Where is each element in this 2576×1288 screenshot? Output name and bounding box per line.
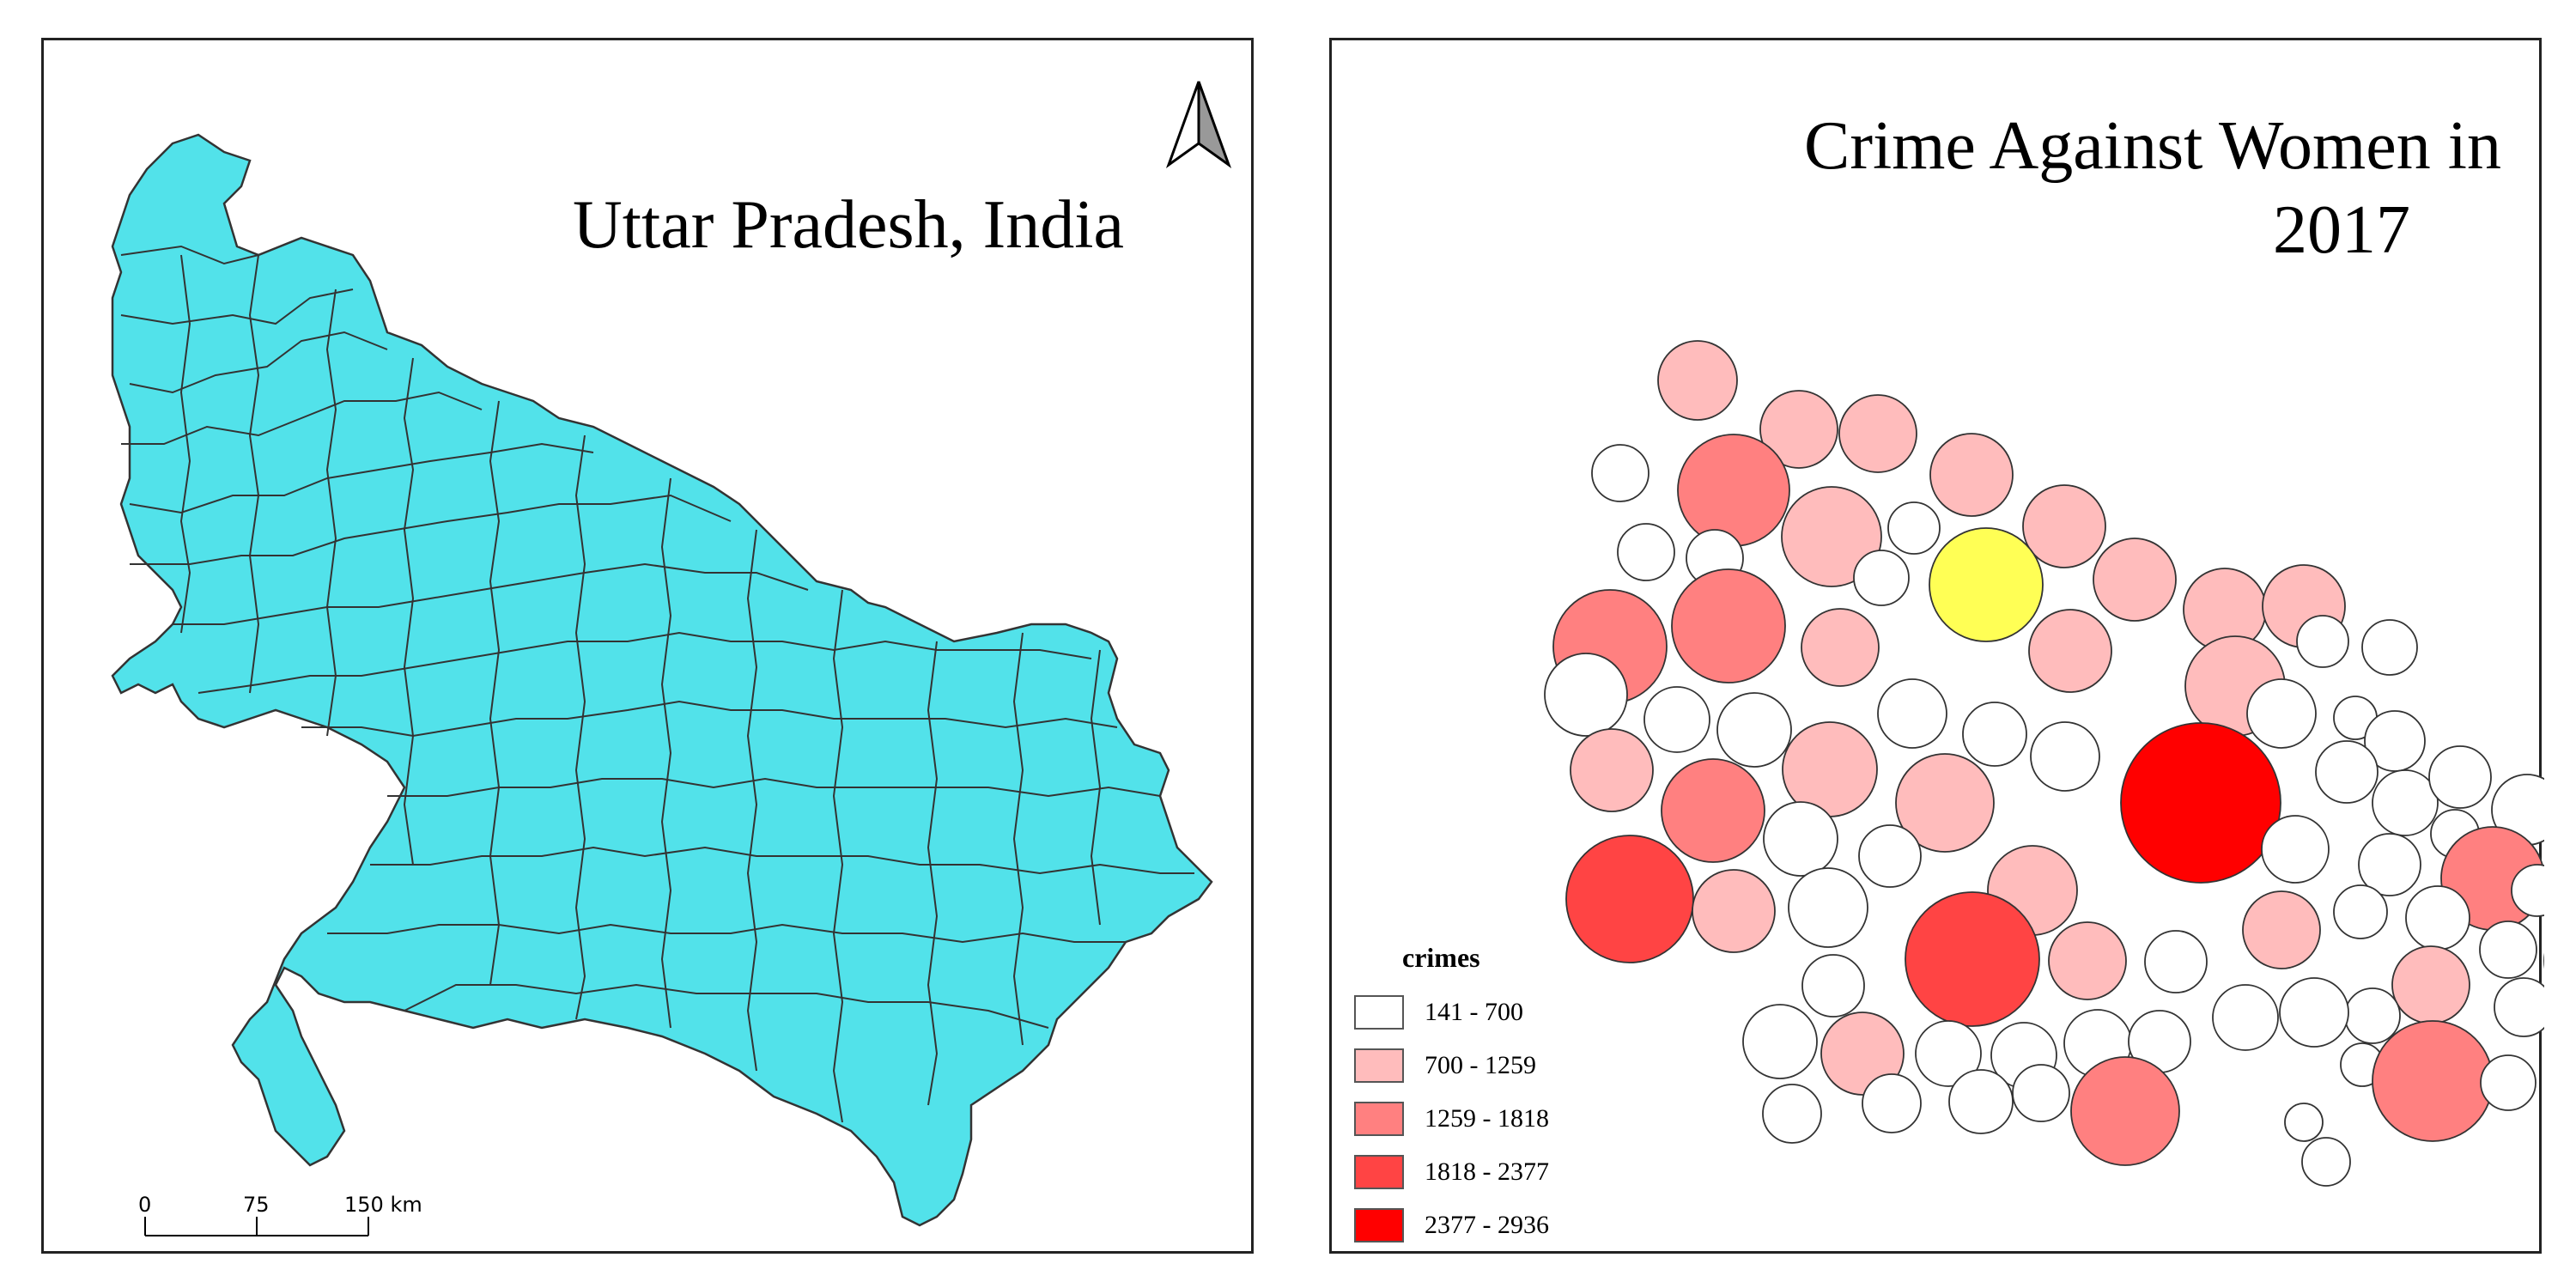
district-circle (2494, 977, 2544, 1037)
cartogram-title-line-1: Crime Against Women in (1803, 108, 2501, 184)
district-circle (2372, 769, 2439, 836)
district-circle (1762, 1084, 1822, 1144)
legend-swatch (1354, 1208, 1404, 1242)
district-circle (1948, 1069, 2014, 1134)
uttar-pradesh-map-panel: Uttar Pradesh, India 0 75 150 km (41, 38, 1254, 1254)
district-circle (2022, 484, 2106, 568)
district-circle (1877, 678, 1947, 749)
district-circle (2028, 609, 2112, 693)
district-circle (2120, 722, 2281, 884)
district-circle (1565, 835, 1694, 963)
district-circle (2428, 745, 2492, 809)
legend-title: crimes (1402, 942, 1480, 973)
district-circle (1853, 550, 1910, 606)
district-circle (1838, 394, 1917, 473)
district-circle (2361, 619, 2418, 676)
north-arrow-icon (1165, 81, 1232, 169)
crime-cartogram-panel: Crime Against Women in 2017 crimes 141 -… (1329, 38, 2544, 1254)
legend-row: 141 - 700 (1354, 986, 1549, 1039)
district-boundaries (120, 245, 1194, 1123)
district-circle (2070, 1056, 2180, 1166)
legend-row: 1818 - 2377 (1354, 1145, 1549, 1199)
cartogram-title-line-2: 2017 (2273, 192, 2410, 268)
district-map (111, 81, 1232, 1236)
legend-swatch (1354, 1048, 1404, 1083)
legend-row: 2377 - 2936 (1354, 1199, 1549, 1252)
district-circle (1544, 653, 1628, 737)
district-circle (2511, 864, 2544, 917)
district-circle (2479, 920, 2537, 979)
district-circle (2405, 885, 2470, 951)
district-circle (2284, 1103, 2324, 1142)
district-circle (2242, 890, 2321, 969)
district-circle (2333, 884, 2388, 939)
district-circle (1570, 728, 1654, 812)
district-circle (1661, 758, 1765, 863)
legend-label: 141 - 700 (1425, 998, 1523, 1026)
legend-swatch (1354, 1102, 1404, 1136)
district-circle (2212, 984, 2279, 1051)
district-circle (2480, 1054, 2537, 1111)
district-circle (1643, 686, 1710, 753)
district-circle (2048, 921, 2127, 1000)
legend: crimes 141 - 700 700 - 1259 1259 - 1818 … (1354, 942, 1549, 1252)
district-circle (1742, 1004, 1818, 1079)
legend-swatch (1354, 1155, 1404, 1189)
district-circle (2358, 833, 2421, 896)
district-circle (1929, 527, 2044, 642)
district-circle (2279, 977, 2349, 1048)
district-circle (2030, 721, 2100, 792)
dorling-cartogram (1544, 340, 2544, 1187)
district-circle (2344, 987, 2401, 1044)
legend-row: 700 - 1259 (1354, 1039, 1549, 1092)
district-circle (1929, 433, 2014, 517)
legend-row: 1259 - 1818 (1354, 1092, 1549, 1145)
district-circle (2372, 1020, 2494, 1142)
district-circle (1887, 501, 1941, 555)
district-circle (1962, 702, 2027, 767)
district-circle (2261, 815, 2330, 884)
district-circle (2301, 1137, 2351, 1187)
district-circle (1617, 523, 1675, 581)
district-circle (1692, 869, 1776, 953)
district-circle (1763, 801, 1838, 877)
district-circle (1716, 692, 1792, 768)
district-circle (1858, 824, 1922, 888)
legend-label: 2377 - 2936 (1425, 1211, 1549, 1239)
district-circle (1671, 568, 1786, 683)
district-circle (1915, 1020, 1982, 1087)
scale-label-150: 150 km (344, 1193, 422, 1217)
scale-bar (144, 1217, 369, 1236)
district-circle (1677, 434, 1790, 547)
district-circle (2144, 930, 2208, 993)
legend-swatch (1354, 995, 1404, 1030)
legend-label: 1259 - 1818 (1425, 1104, 1549, 1133)
district-circle (2012, 1064, 2070, 1122)
district-circle (1905, 891, 2040, 1027)
map-title: Uttar Pradesh, India (572, 187, 1124, 263)
district-circle (2315, 740, 2379, 804)
district-circle (2093, 538, 2177, 622)
district-circle (1801, 608, 1880, 687)
district-circle (1657, 340, 1738, 421)
district-circle (1781, 486, 1882, 587)
district-circle (1759, 390, 1838, 469)
scale-label-75: 75 (243, 1193, 270, 1217)
district-circle (1862, 1073, 1922, 1133)
legend-label: 700 - 1259 (1425, 1051, 1536, 1079)
district-circle (2296, 615, 2349, 668)
district-circle (1820, 1012, 1905, 1096)
district-circle (1895, 753, 1995, 853)
district-circle (1801, 954, 1865, 1018)
district-circle (1788, 867, 1868, 948)
district-circle (1591, 444, 1649, 502)
district-circle (2246, 678, 2317, 749)
scale-label-0: 0 (138, 1193, 152, 1217)
legend-label: 1818 - 2377 (1425, 1157, 1549, 1186)
district-circle (2391, 945, 2470, 1024)
